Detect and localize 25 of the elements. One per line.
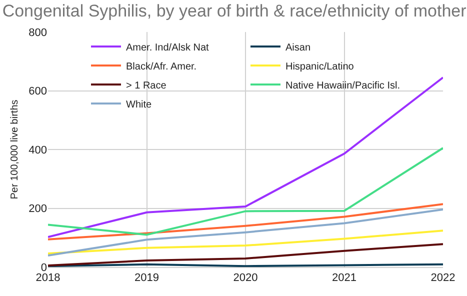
line-series: [48, 203, 443, 240]
y-tick-label: 800: [28, 26, 47, 39]
x-tick-label: 2020: [233, 272, 258, 284]
x-tick-label: 2018: [36, 272, 60, 284]
x-tick-label: 2019: [134, 272, 159, 284]
legend-label: White: [126, 99, 152, 110]
legend-label: Native Hawaiin/Pacific Isl.: [285, 80, 400, 92]
legend-label: Hispanic/Latino: [285, 61, 354, 72]
legend-label: Amer. Ind/Alsk Nat: [126, 42, 210, 54]
legend-label: > 1 Race: [126, 80, 167, 92]
x-tick-label: 2021: [332, 272, 356, 284]
y-tick-label: 0: [40, 262, 47, 274]
y-tick-label: 400: [28, 144, 47, 156]
line-series: [48, 230, 443, 254]
x-tick-label: 2022: [430, 272, 456, 284]
line-series: [48, 243, 443, 267]
y-axis-title: Per 100,000 live births: [10, 100, 21, 200]
y-tick-label: 600: [28, 86, 47, 98]
line-series: [48, 208, 443, 257]
line-series: [48, 76, 443, 238]
chart-title: Congenital Syphilis, by year of birth & race/ethnicity of mother: [2, 1, 467, 20]
legend-label: Black/Afr. Amer.: [126, 61, 197, 72]
legend-label: Aisan: [285, 42, 310, 54]
y-tick-label: 200: [28, 203, 47, 216]
line-series: [48, 147, 443, 236]
